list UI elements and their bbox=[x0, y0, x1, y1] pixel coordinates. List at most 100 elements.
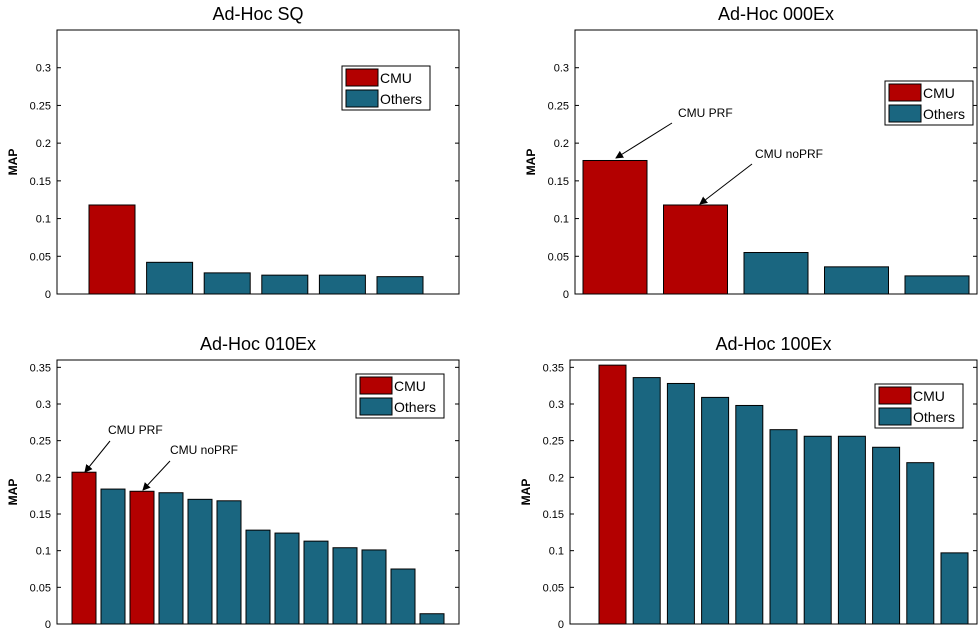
bar bbox=[803, 435, 832, 625]
annotation-label: CMU PRF bbox=[108, 423, 163, 437]
y-tick-label: 0.3 bbox=[36, 399, 51, 411]
bar bbox=[203, 272, 251, 295]
bar bbox=[261, 274, 309, 295]
bar bbox=[872, 446, 901, 625]
bar bbox=[390, 568, 416, 625]
bar bbox=[129, 490, 155, 625]
y-tick-label: 0.15 bbox=[30, 509, 51, 521]
legend-swatch bbox=[345, 89, 379, 108]
legend: CMU Others bbox=[874, 383, 964, 429]
y-tick-label: 0.2 bbox=[554, 138, 569, 150]
y-tick-label: 0.3 bbox=[554, 63, 569, 75]
y-tick-label: 0.15 bbox=[543, 509, 564, 521]
legend-swatch bbox=[878, 386, 912, 405]
legend-label: CMU bbox=[913, 388, 945, 404]
bar bbox=[940, 552, 969, 625]
bar bbox=[245, 529, 271, 625]
y-tick-label: 0 bbox=[563, 289, 569, 301]
bar bbox=[666, 382, 695, 625]
bar bbox=[332, 547, 358, 625]
y-tick-label: 0.35 bbox=[30, 362, 51, 374]
y-axis-label: MAP bbox=[519, 479, 533, 506]
bar bbox=[274, 532, 300, 625]
bar bbox=[906, 462, 935, 625]
chart-panel-3: Ad-Hoc 010Ex 0 0.05 0.1 0.15 0.2 0.25 0.3 0.35 MA… bbox=[6, 334, 460, 631]
bar bbox=[904, 275, 970, 295]
legend: CMU Others bbox=[355, 373, 445, 419]
y-tick-label: 0.05 bbox=[30, 582, 51, 594]
bar bbox=[376, 276, 424, 295]
annotation-arrow bbox=[84, 440, 111, 473]
annotation-arrow bbox=[699, 163, 753, 205]
bar bbox=[701, 396, 730, 625]
bar bbox=[187, 498, 213, 625]
legend-swatch bbox=[878, 407, 912, 426]
annotation-label: CMU PRF bbox=[678, 106, 733, 120]
chart-title: Ad-Hoc 010Ex bbox=[200, 334, 316, 354]
y-tick-label: 0.25 bbox=[543, 436, 564, 448]
legend-label: Others bbox=[394, 399, 436, 415]
legend: CMU Others bbox=[341, 65, 431, 111]
bar bbox=[598, 364, 627, 625]
chart-panel-1: Ad-Hoc SQ 0 0.05 0.1 0.15 0.2 0.25 0.3 MAP CMU Oth… bbox=[6, 4, 460, 301]
bar bbox=[743, 252, 809, 295]
y-tick-label: 0.05 bbox=[548, 251, 569, 263]
annotation-label: CMU noPRF bbox=[755, 147, 823, 161]
annotation-label: CMU noPRF bbox=[170, 443, 238, 457]
legend-label: Others bbox=[923, 106, 965, 122]
y-tick-label: 0.2 bbox=[549, 472, 564, 484]
bar bbox=[100, 488, 126, 625]
legend-label: CMU bbox=[380, 70, 412, 86]
y-tick-label: 0.3 bbox=[549, 399, 564, 411]
bar bbox=[303, 540, 329, 625]
y-tick-label: 0.1 bbox=[554, 214, 569, 226]
bar bbox=[88, 204, 136, 295]
y-tick-label: 0.1 bbox=[36, 546, 51, 558]
y-tick-label: 0.25 bbox=[548, 100, 569, 112]
chart-title: Ad-Hoc 100Ex bbox=[715, 334, 831, 354]
annotation-arrow bbox=[142, 460, 171, 491]
y-tick-label: 0.3 bbox=[36, 63, 51, 75]
y-tick-label: 0.05 bbox=[543, 582, 564, 594]
y-tick-label: 0.2 bbox=[36, 472, 51, 484]
bar bbox=[146, 261, 194, 295]
y-tick-label: 0.1 bbox=[549, 546, 564, 558]
bar bbox=[216, 500, 242, 625]
legend: CMU Others bbox=[884, 80, 974, 126]
legend-swatch bbox=[359, 397, 393, 416]
y-tick-label: 0.2 bbox=[36, 138, 51, 150]
annotation-arrow bbox=[615, 122, 673, 159]
bar bbox=[318, 274, 366, 295]
plot-area-frame bbox=[56, 29, 460, 295]
chart-panel-4: Ad-Hoc 100Ex 0 0.05 0.1 0.15 0.2 0.25 0.3 0.35 MA… bbox=[519, 334, 978, 631]
y-tick-label: 0.25 bbox=[30, 100, 51, 112]
legend-swatch bbox=[888, 104, 922, 123]
bar bbox=[824, 266, 889, 295]
y-axis-label: MAP bbox=[6, 149, 20, 176]
legend-label: Others bbox=[913, 409, 955, 425]
y-tick-label: 0 bbox=[45, 619, 51, 631]
bar bbox=[158, 492, 184, 625]
bar bbox=[632, 377, 661, 625]
legend-label: CMU bbox=[394, 378, 426, 394]
bar bbox=[663, 204, 728, 295]
y-tick-label: 0.15 bbox=[30, 176, 51, 188]
chart-title: Ad-Hoc SQ bbox=[212, 4, 303, 24]
y-tick-label: 0 bbox=[558, 619, 564, 631]
chart-title: Ad-Hoc 000Ex bbox=[718, 4, 834, 24]
y-axis-label: MAP bbox=[6, 479, 20, 506]
bar bbox=[71, 471, 97, 625]
y-axis-label: MAP bbox=[524, 149, 538, 176]
legend-swatch bbox=[888, 83, 922, 102]
bar bbox=[769, 429, 798, 625]
bar bbox=[582, 159, 648, 295]
bar bbox=[735, 404, 764, 625]
bar bbox=[419, 613, 445, 625]
y-tick-label: 0.15 bbox=[548, 176, 569, 188]
y-tick-label: 0.25 bbox=[30, 436, 51, 448]
legend-swatch bbox=[345, 68, 379, 87]
bar bbox=[361, 549, 387, 625]
y-tick-label: 0.35 bbox=[543, 362, 564, 374]
y-tick-label: 0.05 bbox=[30, 251, 51, 263]
